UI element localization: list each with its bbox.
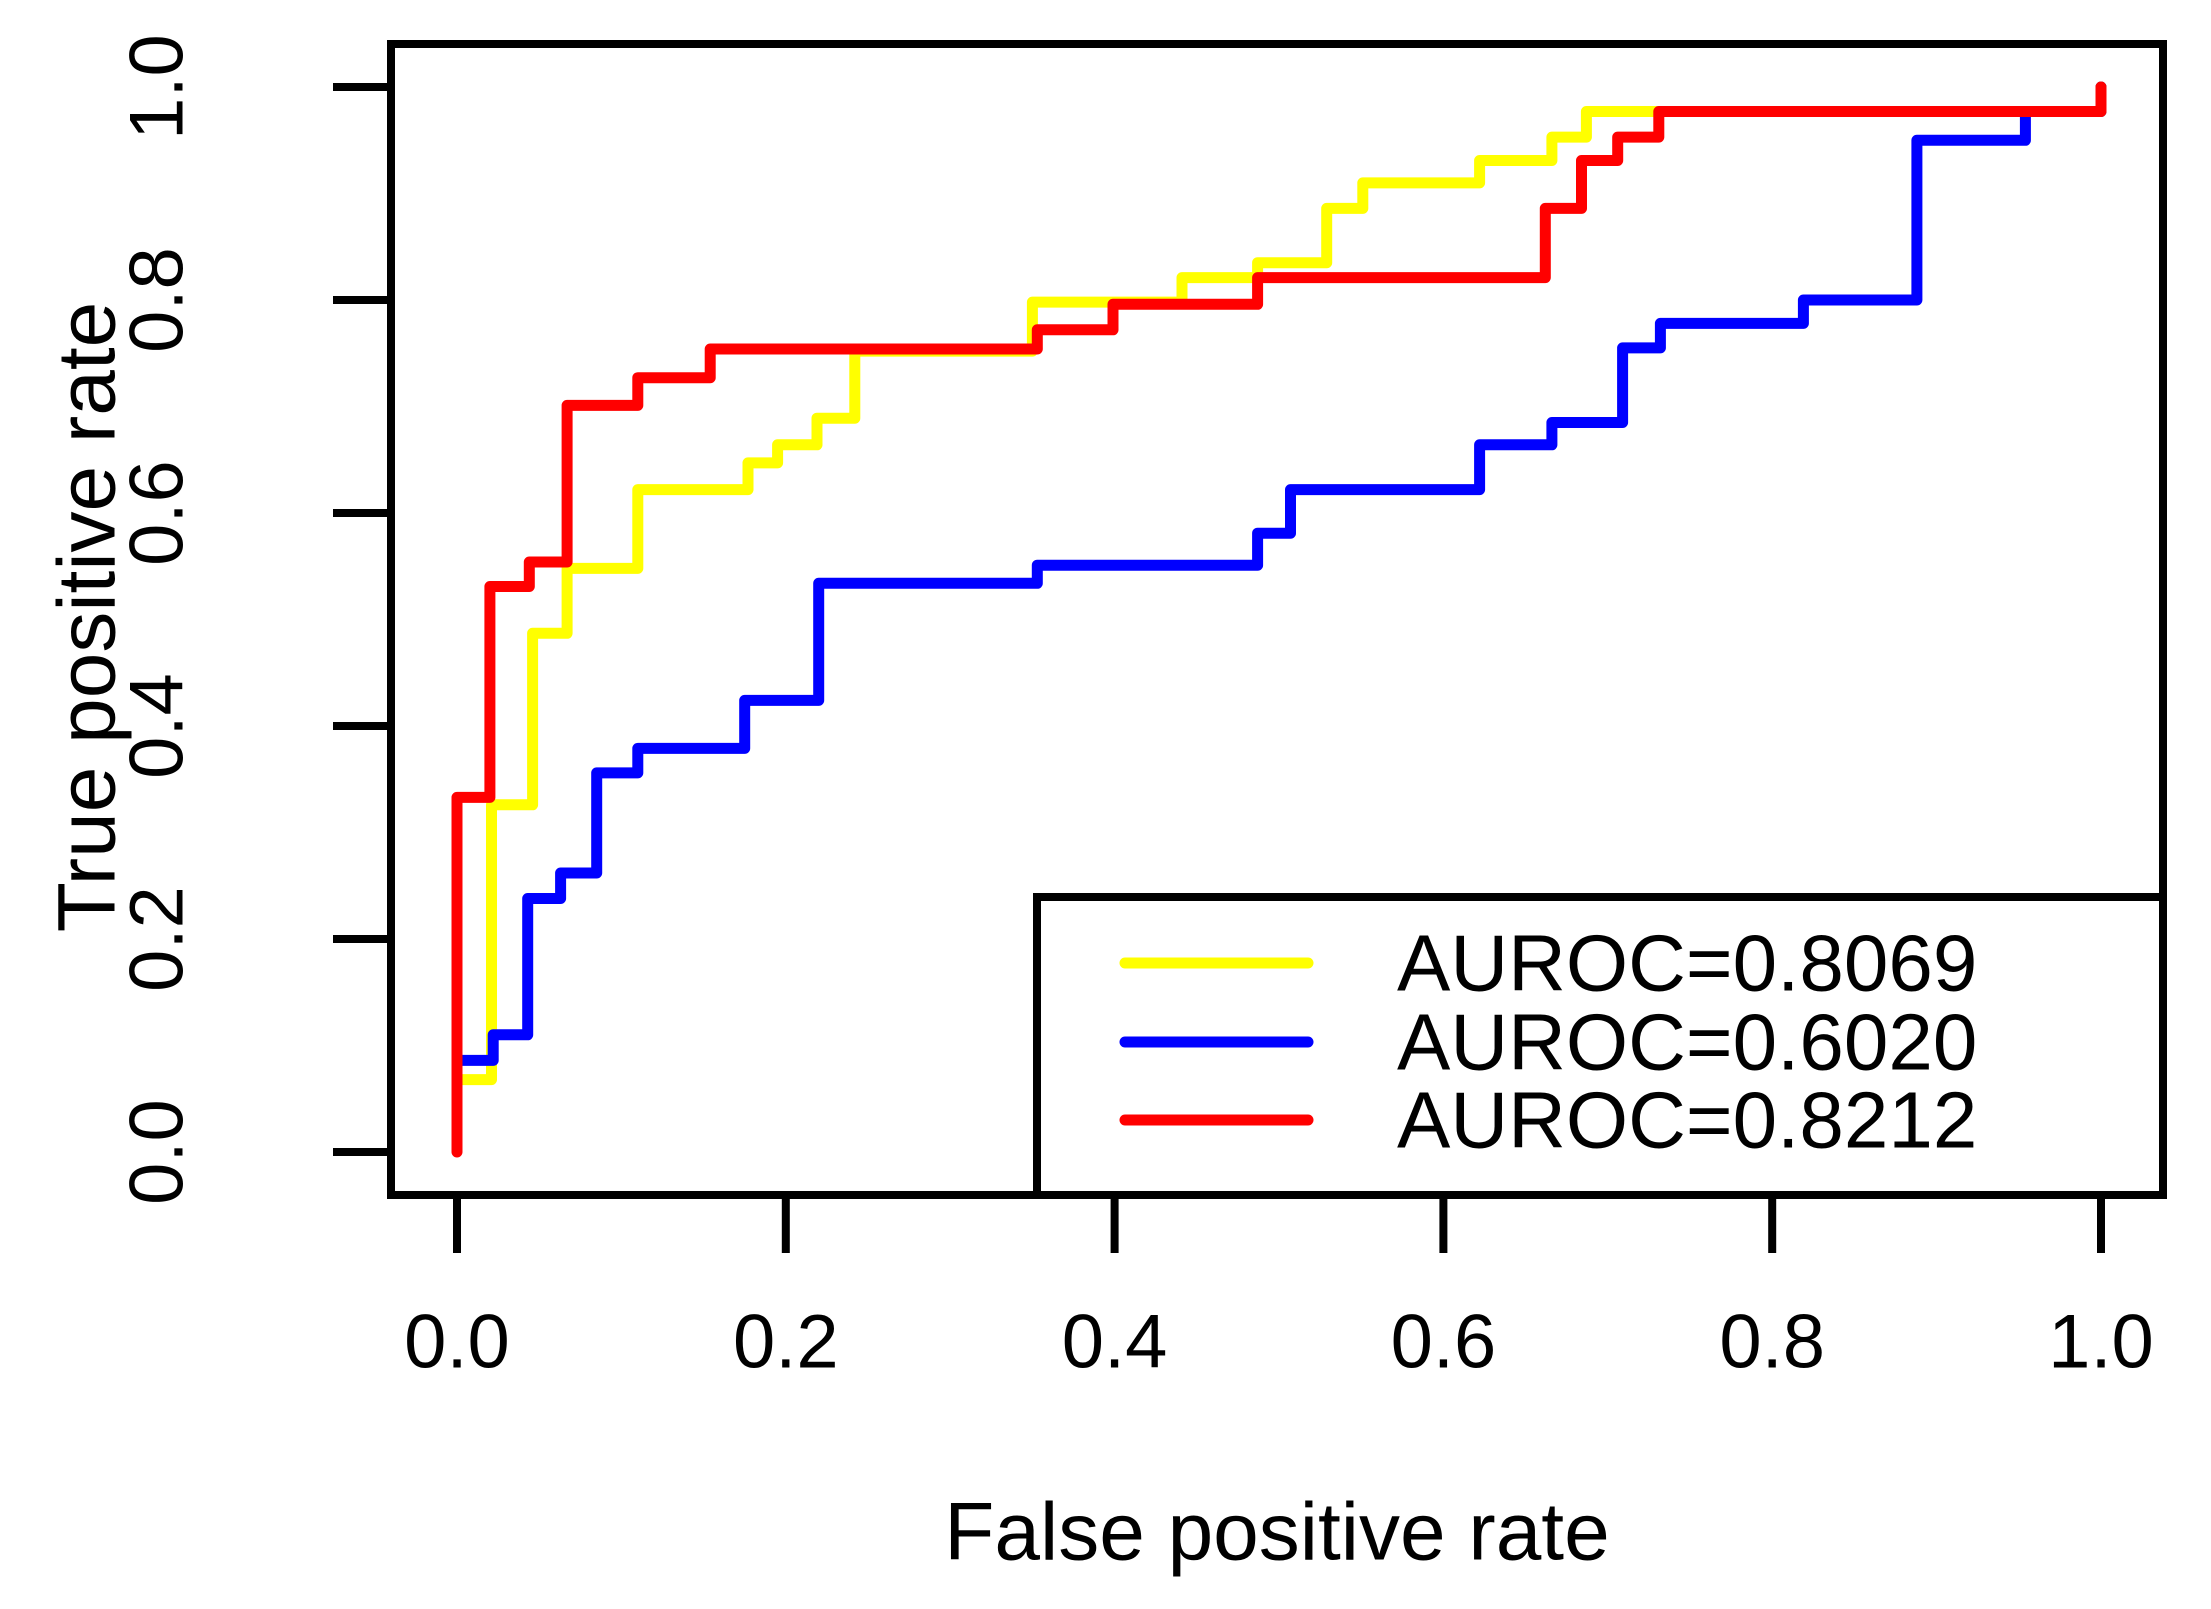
y-axis-title: True positive rate — [42, 302, 133, 932]
legend-label-blue: AUROC=0.6020 — [1397, 998, 1977, 1087]
roc-curve-0.8212 — [451, 81, 2107, 1158]
legend-label-red: AUROC=0.8212 — [1397, 1076, 1977, 1165]
roc-curve-0.6020 — [451, 81, 2107, 1066]
x-tick-label: 0.8 — [1719, 1300, 1825, 1385]
legend: AUROC=0.8069 AUROC=0.6020 AUROC=0.8212 — [1033, 893, 2167, 1199]
x-tick-label: 0.6 — [1391, 1300, 1497, 1385]
x-axis-title: False positive rate — [944, 1487, 1609, 1578]
x-axis: 0.0 0.2 0.4 0.6 0.8 1.0 — [404, 1195, 2154, 1385]
y-tick-label: 0.0 — [115, 1099, 200, 1205]
y-tick-label: 0.2 — [115, 886, 200, 992]
y-tick-label: 0.8 — [115, 247, 200, 353]
y-axis: 0.0 0.2 0.4 0.6 0.8 1.0 — [115, 34, 391, 1205]
x-tick-label: 0.2 — [733, 1300, 839, 1385]
y-tick-label: 0.4 — [115, 673, 200, 779]
curves — [451, 81, 2107, 1158]
x-tick-label: 1.0 — [2048, 1300, 2154, 1385]
y-tick-label: 0.6 — [115, 460, 200, 566]
y-tick-label: 1.0 — [115, 34, 200, 140]
legend-label-yellow: AUROC=0.8069 — [1397, 919, 1977, 1008]
x-tick-label: 0.4 — [1062, 1300, 1168, 1385]
roc-curve-0.8069 — [451, 81, 2107, 1086]
x-tick-label: 0.0 — [404, 1300, 510, 1385]
